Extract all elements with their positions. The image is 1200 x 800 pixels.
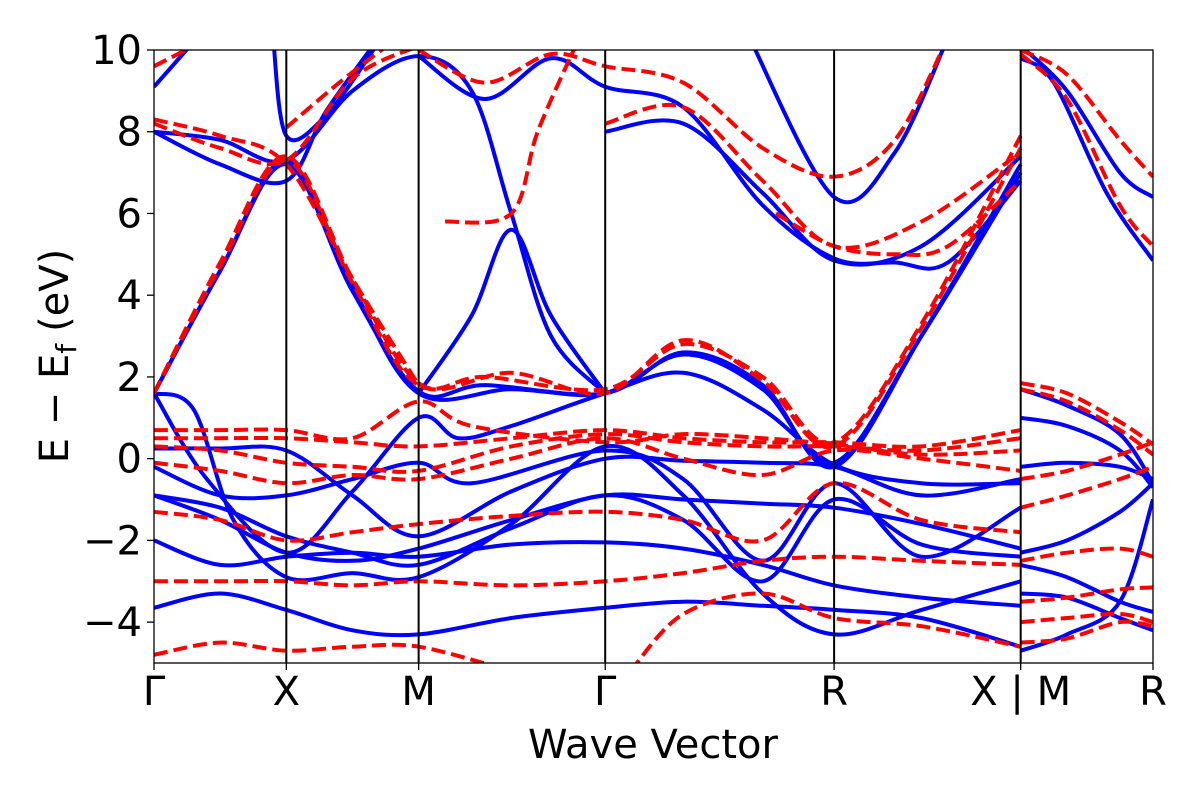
dashed-band-line-10: [154, 50, 191, 69]
solid-band-line-18: [1019, 56, 1153, 262]
dashed-band-line-12: [417, 50, 945, 179]
dashed-band-line-20: [1020, 381, 1153, 447]
y-axis-ticks: 10 8 6 4 2 0 −2 −4: [83, 28, 154, 646]
solid-band-line-23: [1020, 481, 1153, 555]
y-axis-label-unit: (eV): [32, 249, 78, 332]
dashed-band-line-21: [1020, 387, 1153, 457]
dashed-band-line-13: [604, 102, 1022, 250]
x-tick-label-4: R: [820, 669, 848, 715]
y-axis-label: E − Ef (eV): [32, 249, 83, 464]
solid-band-line-26: [1020, 498, 1153, 653]
x-tick-label-3: Γ: [594, 669, 617, 715]
solid-band-line-5: [154, 444, 1022, 539]
y-tick-label-0: 10: [91, 28, 142, 74]
dashed-band-line-24: [1020, 546, 1153, 563]
dashed-band-line-5: [154, 399, 1021, 457]
y-axis-label-subscript: f: [50, 343, 83, 354]
x-axis-label: Wave Vector: [528, 722, 779, 768]
dashed-band-line-14: [774, 179, 1023, 257]
x-tick-label-5: X | M: [970, 669, 1071, 715]
solid-band-line-13: [154, 50, 190, 89]
solid-band-line-17: [753, 50, 945, 205]
dashed-band-line-17: [634, 591, 1022, 663]
dashed-band-line-16: [154, 640, 491, 663]
solid-band-line-16: [604, 118, 1023, 267]
dashed-band-line-6: [154, 147, 1023, 450]
y-axis-label-main: E − E: [32, 354, 78, 464]
x-tick-label-2: M: [401, 669, 436, 715]
y-tick-label-3: 4: [117, 273, 142, 319]
dashed-band-line-18: [1019, 50, 1153, 179]
y-tick-label-2: 6: [117, 191, 142, 237]
dashed-band-line-0: [154, 554, 1021, 588]
y-tick-label-5: 0: [117, 437, 142, 483]
band-lines: [154, 50, 1153, 663]
dashed-band-line-15: [444, 50, 576, 225]
kpoint-divider-lines: [285, 50, 1022, 663]
solid-band-line-8: [154, 158, 1023, 466]
x-axis-ticks: Γ X M Γ R X | M R: [143, 663, 1167, 715]
y-tick-label-7: −4: [83, 600, 142, 646]
y-tick-label-6: −2: [83, 518, 142, 564]
x-tick-label-1: X: [273, 669, 300, 715]
solid-band-line-9: [154, 162, 1023, 470]
dashed-band-line-27: [1020, 619, 1153, 645]
dashed-band-line-19: [1019, 52, 1153, 248]
y-tick-label-4: 2: [117, 355, 142, 401]
dashed-band-line-22: [1020, 440, 1153, 482]
solid-band-line-25: [1020, 591, 1153, 633]
dashed-band-line-26: [1020, 611, 1153, 625]
solid-band-line-12: [416, 227, 607, 395]
dashed-band-line-9: [154, 117, 421, 387]
dashed-band-line-23: [1020, 464, 1153, 510]
y-tick-label-1: 8: [117, 110, 142, 156]
solid-band-line-15: [417, 54, 1023, 271]
x-tick-label-6: R: [1139, 669, 1167, 715]
plot-frame: [153, 49, 1154, 664]
solid-band-line-19: [1022, 50, 1153, 199]
solid-band-line-24: [1020, 562, 1153, 614]
dashed-band-line-11: [285, 50, 385, 130]
x-tick-label-0: Γ: [143, 669, 166, 715]
